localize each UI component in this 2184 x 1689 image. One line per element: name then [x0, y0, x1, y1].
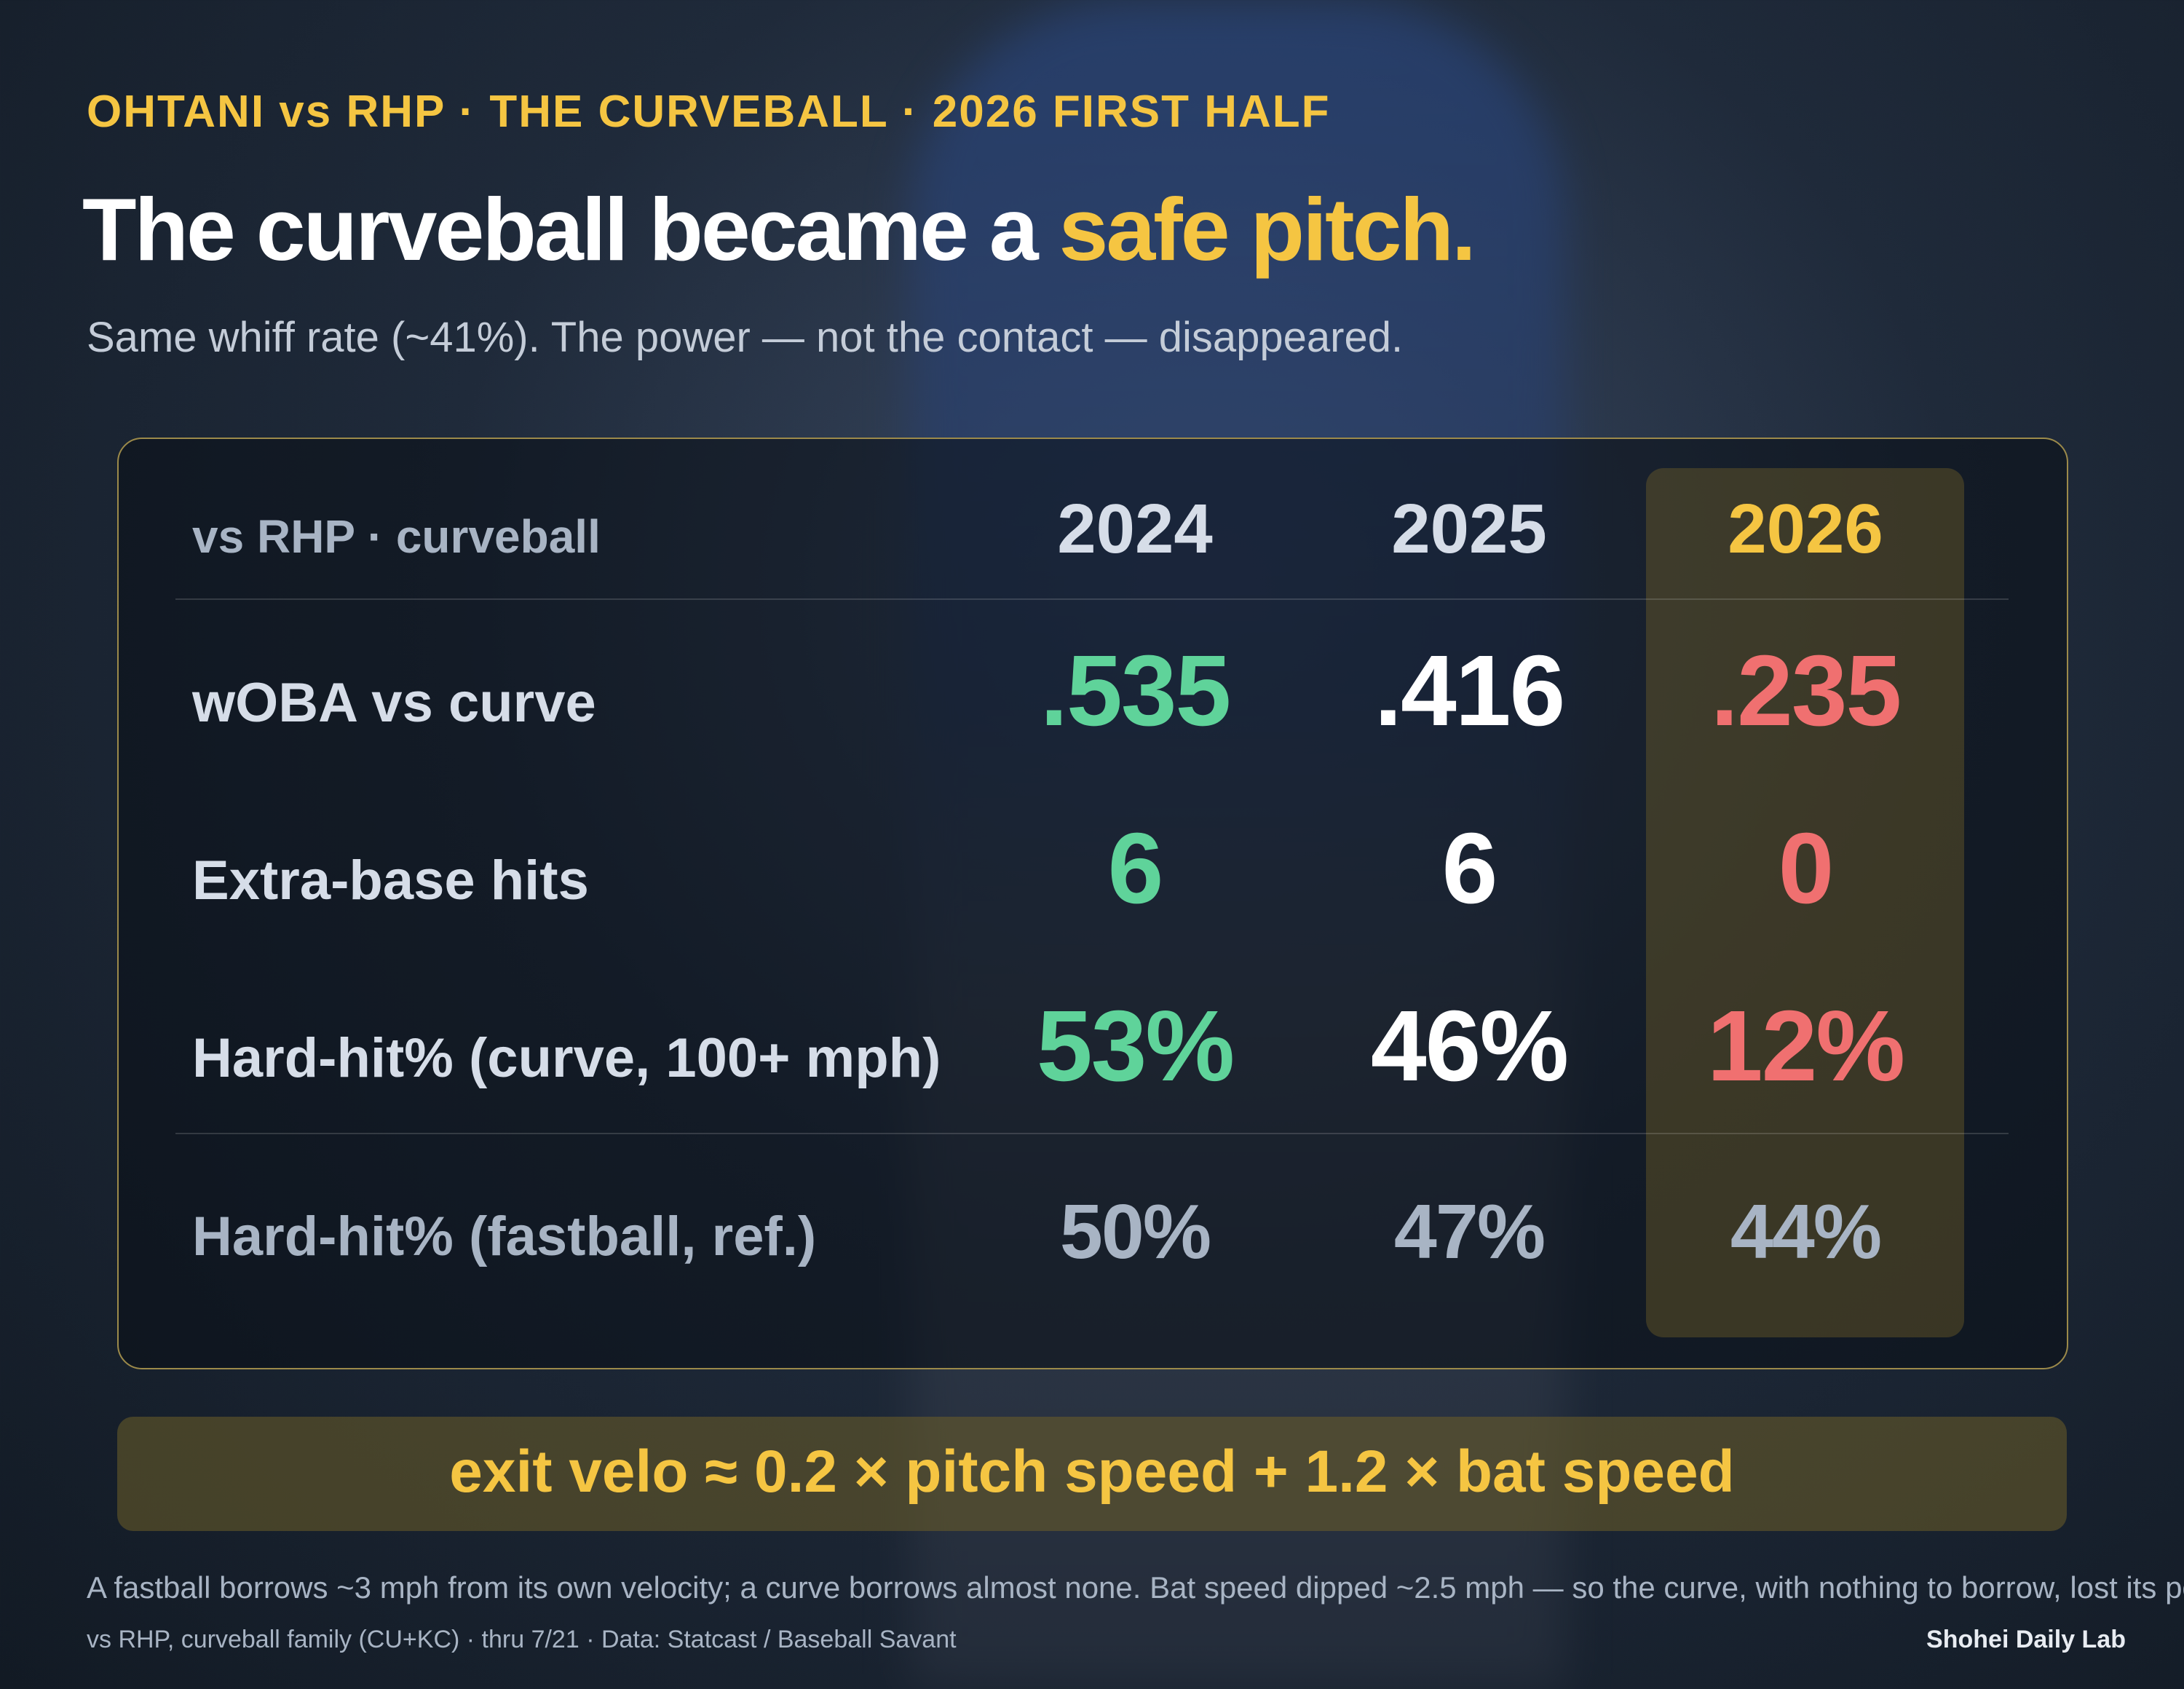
footnote: A fastball borrows ~3 mph from its own v…: [87, 1570, 2184, 1605]
formula: exit velo ≈ 0.2 × pitch speed + 1.2 × ba…: [449, 1439, 1735, 1505]
cell: 6: [1107, 812, 1164, 925]
column-header: 2025: [1391, 490, 1547, 568]
title: The curveball became a safe pitch.: [82, 178, 1476, 280]
title-text: The curveball became a: [82, 180, 1039, 279]
cell: 12%: [1706, 990, 1905, 1102]
cell: 6: [1441, 812, 1498, 925]
cell: 53%: [1036, 990, 1235, 1102]
row-label: Extra-base hits: [192, 850, 589, 911]
cell: .235: [1710, 635, 1902, 747]
formula-box: [117, 1417, 2067, 1531]
cell: 0: [1778, 812, 1835, 925]
row-label: Hard-hit% (fastball, ref.): [192, 1206, 817, 1267]
kicker: OHTANI vs RHP · THE CURVEBALL · 2026 FIR…: [87, 87, 1331, 137]
cell: .535: [1040, 635, 1232, 747]
cell: 50%: [1059, 1189, 1211, 1275]
row-label: Hard-hit% (curve, 100+ mph): [192, 1027, 941, 1089]
cell: .416: [1374, 635, 1566, 747]
title-highlight: safe pitch.: [1059, 180, 1476, 279]
column-highlight: [1646, 468, 1964, 1337]
credit: Shohei Daily Lab: [1926, 1626, 2126, 1653]
table-panel: [117, 438, 2068, 1369]
row-label: wOBA vs curve: [192, 672, 596, 734]
subtitle: Same whiff rate (~41%). The power — not …: [87, 314, 1404, 361]
cell: 47%: [1393, 1189, 1546, 1275]
cell: 46%: [1370, 990, 1569, 1102]
divider: [175, 598, 2009, 600]
divider: [175, 1133, 2009, 1134]
column-header: 2026: [1728, 490, 1883, 568]
table-corner: vs RHP · curveball: [192, 510, 601, 563]
cell: 44%: [1730, 1189, 1882, 1275]
column-header: 2024: [1057, 490, 1213, 568]
source: vs RHP, curveball family (CU+KC) · thru …: [87, 1626, 957, 1653]
